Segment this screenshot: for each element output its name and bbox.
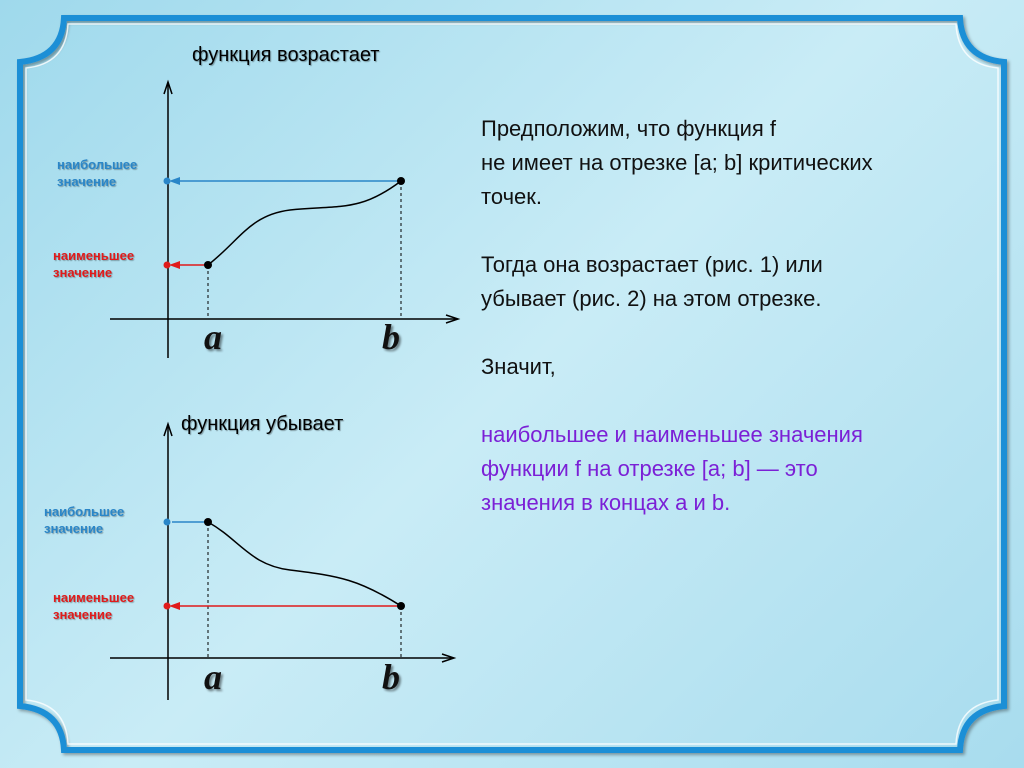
figure-increasing-tick-b: b <box>382 317 400 357</box>
point-a-2 <box>204 518 212 526</box>
figure-decreasing-tick-b: b <box>382 657 400 697</box>
min-dot <box>163 261 171 269</box>
frame-border <box>17 15 1007 753</box>
text-paragraph-therefore: Значит, <box>481 350 1001 384</box>
increasing-curve <box>207 180 402 266</box>
text-line: Значит, <box>481 354 556 379</box>
frame-border-inner <box>25 23 999 745</box>
max-arrow-head <box>169 177 180 185</box>
text-line: точек. <box>481 184 543 209</box>
figure-increasing-title: функция возрастает <box>192 44 380 66</box>
min-label-line2: значение <box>53 265 113 280</box>
text-line: Тогда она возрастает (рис. 1) или <box>481 252 823 277</box>
min-arrow-head-2 <box>169 602 180 610</box>
x-axis-2-arrow <box>441 653 457 663</box>
max-label-line2-2: значение <box>44 521 104 536</box>
text-line: не имеет на отрезке [a; b] критических <box>481 150 873 175</box>
min-label-line1: наименьшее <box>53 248 135 263</box>
point-a <box>204 261 212 269</box>
min-dot-2 <box>163 602 171 610</box>
figure-increasing-tick-a: a <box>204 317 222 357</box>
max-label-line1-2: наибольшее <box>44 504 125 519</box>
text-line: функции f на отрезке [a; b] — это <box>481 456 818 481</box>
text-paragraph-assumption: Предположим, что функция f не имеет на о… <box>481 112 1001 214</box>
figure-decreasing-title: функция убывает <box>181 413 344 435</box>
y-axis-arrow <box>163 79 173 95</box>
y-axis-2-arrow <box>163 421 173 437</box>
max-label-line2: значение <box>57 174 117 189</box>
text-paragraph-then: Тогда она возрастает (рис. 1) или убывае… <box>481 248 1001 316</box>
max-dot <box>163 177 171 185</box>
decreasing-curve <box>207 521 402 607</box>
text-line: наибольшее и наименьшее значения <box>481 422 863 447</box>
min-arrow-head <box>169 261 180 269</box>
min-label-line1-2: наименьшее <box>53 590 135 605</box>
figure-decreasing-tick-a: a <box>204 657 222 697</box>
text-line: значения в концах a и b. <box>481 490 731 515</box>
max-label-line1: наибольшее <box>57 157 138 172</box>
min-label-line2-2: значение <box>53 607 113 622</box>
x-axis-arrow <box>445 314 461 324</box>
text-line: Предположим, что функция f <box>481 116 777 141</box>
point-b-2 <box>397 602 405 610</box>
text-paragraph-conclusion: наибольшее и наименьшее значения функции… <box>481 418 1001 520</box>
figure-decreasing-max-label: наибольшее значение <box>44 503 124 537</box>
figure-decreasing-min-label: наименьшее значение <box>53 589 134 623</box>
figure-increasing-min-label: наименьшее значение <box>53 247 134 281</box>
text-line: убывает (рис. 2) на этом отрезке. <box>481 286 822 311</box>
point-b <box>397 177 405 185</box>
max-dot-2 <box>163 518 171 526</box>
figure-increasing-max-label: наибольшее значение <box>57 156 137 190</box>
